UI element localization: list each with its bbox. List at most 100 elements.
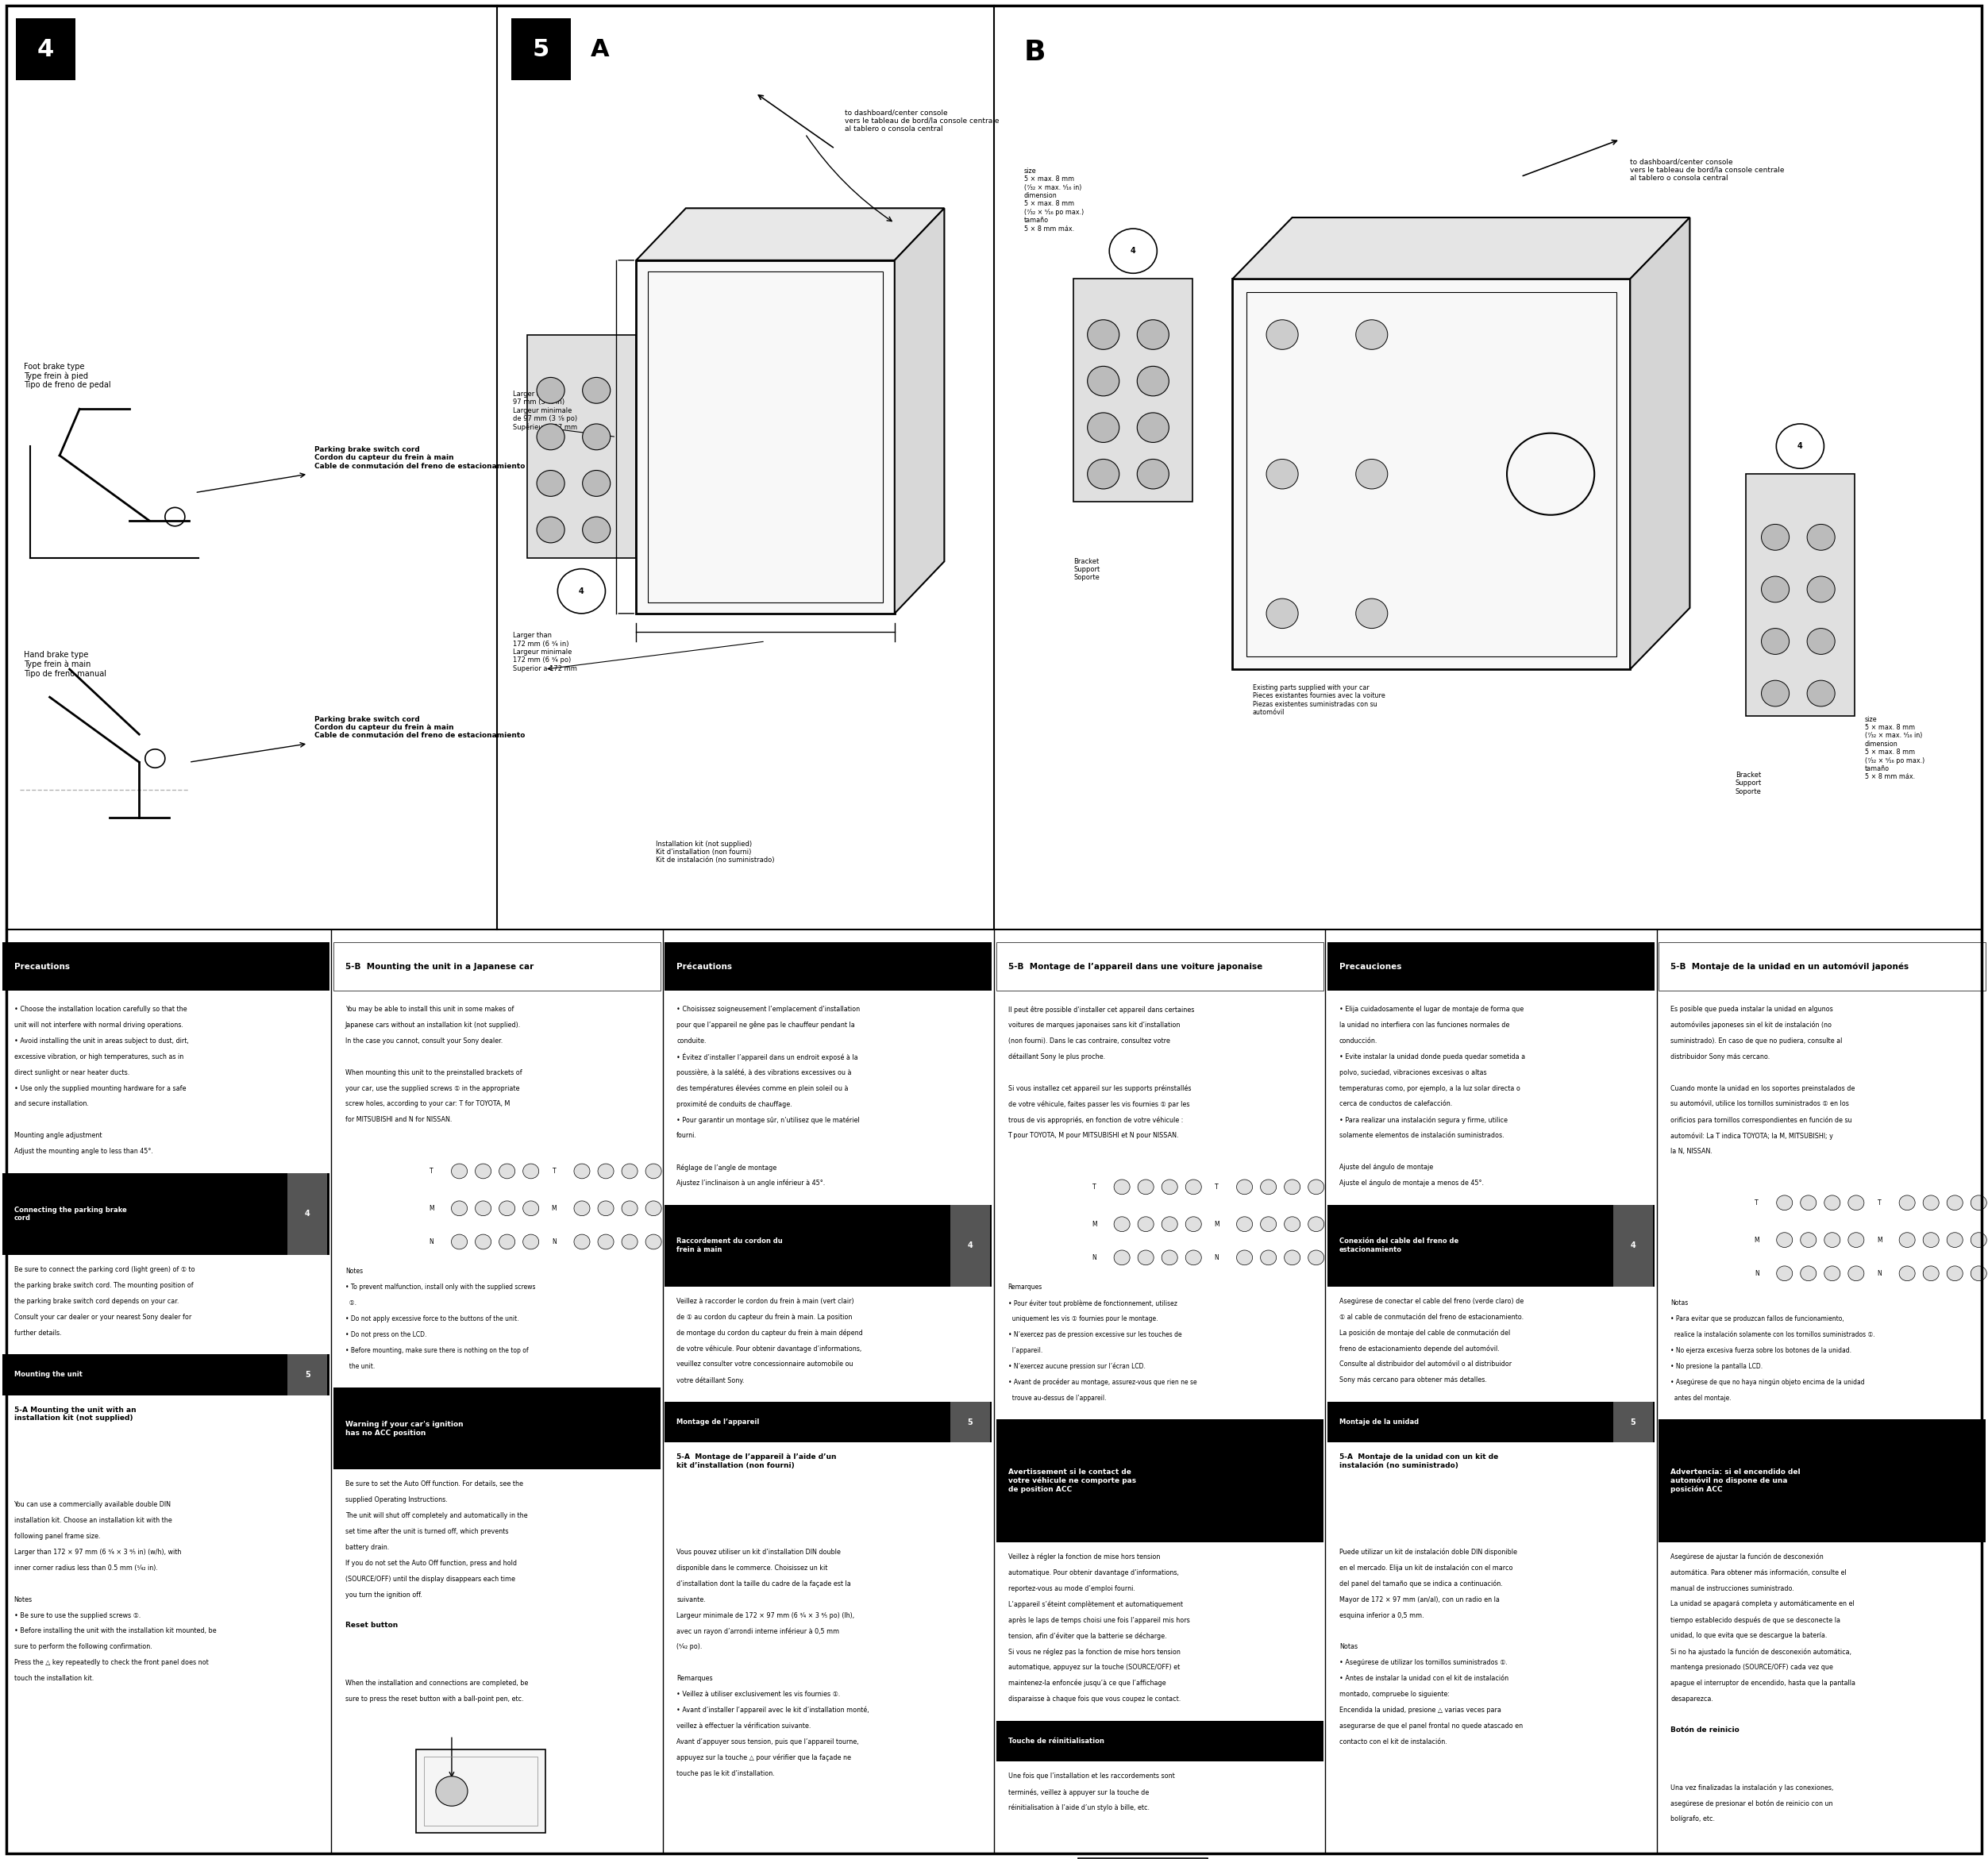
Text: If you do not set the Auto Off function, press and hold: If you do not set the Auto Off function,… — [346, 1560, 517, 1567]
Text: 5-B  Montaje de la unidad en un automóvil japonés: 5-B Montaje de la unidad en un automóvil… — [1670, 963, 1908, 970]
Text: supplied Operating Instructions.: supplied Operating Instructions. — [346, 1496, 447, 1504]
Text: 5: 5 — [304, 1370, 310, 1379]
Circle shape — [582, 424, 610, 450]
Text: Installation kit (not supplied)
Kit d’installation (non fourni)
Kit de instalaci: Installation kit (not supplied) Kit d’in… — [656, 840, 775, 864]
Text: de montage du cordon du capteur du frein à main dépend: de montage du cordon du capteur du frein… — [676, 1329, 863, 1337]
Circle shape — [1777, 1195, 1793, 1210]
Text: Asegúrese de ajustar la función de desconexión: Asegúrese de ajustar la función de desco… — [1670, 1554, 1823, 1562]
Bar — [664, 1402, 992, 1443]
Circle shape — [1260, 1180, 1276, 1195]
Text: 4: 4 — [1131, 247, 1135, 255]
Circle shape — [575, 1164, 590, 1179]
Text: après le laps de temps choisi une fois l’appareil mis hors: après le laps de temps choisi une fois l… — [1008, 1617, 1189, 1625]
Circle shape — [646, 1164, 662, 1179]
Circle shape — [1775, 424, 1825, 468]
Text: Puede utilizar un kit de instalación doble DIN disponible: Puede utilizar un kit de instalación dob… — [1340, 1549, 1517, 1556]
Text: la N, NISSAN.: la N, NISSAN. — [1670, 1149, 1712, 1154]
Circle shape — [575, 1234, 590, 1249]
Circle shape — [475, 1164, 491, 1179]
Circle shape — [1137, 1180, 1153, 1195]
Text: distribuidor Sony más cercano.: distribuidor Sony más cercano. — [1670, 1052, 1769, 1060]
Text: voitures de marques japonaises sans kit d’installation: voitures de marques japonaises sans kit … — [1008, 1022, 1179, 1028]
Circle shape — [598, 1234, 614, 1249]
Text: You may be able to install this unit in some makes of: You may be able to install this unit in … — [346, 1006, 515, 1013]
Text: • Before installing the unit with the installation kit mounted, be: • Before installing the unit with the in… — [14, 1628, 217, 1634]
Circle shape — [451, 1164, 467, 1179]
Bar — [1612, 1205, 1652, 1286]
Text: • To prevent malfunction, install only with the supplied screws: • To prevent malfunction, install only w… — [346, 1285, 535, 1290]
Text: trouve au-dessus de l’appareil.: trouve au-dessus de l’appareil. — [1008, 1394, 1105, 1402]
Bar — [288, 1173, 328, 1255]
Text: Réglage de l’angle de montage: Réglage de l’angle de montage — [676, 1164, 777, 1171]
Text: apague el interruptor de encendido, hasta que la pantalla: apague el interruptor de encendido, hast… — [1670, 1681, 1855, 1686]
Text: When mounting this unit to the preinstalled brackets of: When mounting this unit to the preinstal… — [346, 1069, 523, 1076]
Text: • Évitez d’installer l’appareil dans un endroit exposé à la: • Évitez d’installer l’appareil dans un … — [676, 1052, 859, 1061]
Circle shape — [1113, 1180, 1129, 1195]
Text: • Avant d’installer l’appareil avec le kit d’installation monté,: • Avant d’installer l’appareil avec le k… — [676, 1707, 869, 1714]
Text: automóviles japoneses sin el kit de instalación (no: automóviles japoneses sin el kit de inst… — [1670, 1022, 1831, 1030]
Text: Ajuste del ángulo de montaje: Ajuste del ángulo de montaje — [1340, 1164, 1433, 1171]
Bar — [636, 260, 895, 613]
Text: Montaje de la unidad: Montaje de la unidad — [1340, 1418, 1419, 1426]
Text: T: T — [1877, 1199, 1881, 1206]
Text: Existing parts supplied with your car
Pieces existantes fournies avec la voiture: Existing parts supplied with your car Pi… — [1252, 684, 1386, 716]
Text: M: M — [1753, 1236, 1759, 1244]
Text: you turn the ignition off.: you turn the ignition off. — [346, 1591, 421, 1599]
Text: 4: 4 — [968, 1242, 972, 1249]
Text: Connecting the parking brake
cord: Connecting the parking brake cord — [14, 1206, 127, 1221]
Text: • Antes de instalar la unidad con el kit de instalación: • Antes de instalar la unidad con el kit… — [1340, 1675, 1509, 1682]
Bar — [334, 943, 660, 991]
Bar — [423, 1757, 537, 1826]
Text: • Use only the supplied mounting hardware for a safe: • Use only the supplied mounting hardwar… — [14, 1086, 185, 1091]
Text: automática. Para obtener más información, consulte el: automática. Para obtener más información… — [1670, 1569, 1847, 1576]
Text: Larger than
97 mm (3 ⁷⁄₈ in)
Largeur minimale
de 97 mm (3 ⁷⁄₈ po)
Supérieur a 97: Larger than 97 mm (3 ⁷⁄₈ in) Largeur min… — [513, 390, 577, 431]
Text: the parking brake switch cord depends on your car.: the parking brake switch cord depends on… — [14, 1298, 179, 1305]
Circle shape — [1137, 1218, 1153, 1233]
Text: Parking brake switch cord
Cordon du capteur du frein à main
Cable de conmutación: Parking brake switch cord Cordon du capt… — [314, 716, 525, 740]
Circle shape — [1922, 1266, 1938, 1281]
Text: 5-B  Montage de l’appareil dans une voiture japonaise: 5-B Montage de l’appareil dans une voitu… — [1008, 963, 1262, 970]
Circle shape — [1161, 1251, 1177, 1266]
Text: Mayor de 172 × 97 mm (an/al), con un radio en la: Mayor de 172 × 97 mm (an/al), con un rad… — [1340, 1597, 1499, 1602]
Circle shape — [1185, 1218, 1201, 1233]
Text: asegúrese de presionar el botón de reinicio con un: asegúrese de presionar el botón de reini… — [1670, 1800, 1833, 1807]
Text: B: B — [1024, 39, 1046, 65]
Text: desaparezca.: desaparezca. — [1670, 1695, 1714, 1703]
Bar — [288, 1355, 328, 1396]
Circle shape — [1137, 320, 1169, 349]
Text: • Avoid installing the unit in areas subject to dust, dirt,: • Avoid installing the unit in areas sub… — [14, 1037, 189, 1045]
Text: Japanese cars without an installation kit (not supplied).: Japanese cars without an installation ki… — [346, 1022, 521, 1028]
Polygon shape — [1233, 218, 1690, 279]
Text: A: A — [590, 37, 608, 61]
Text: 4: 4 — [1630, 1242, 1636, 1249]
Bar — [996, 943, 1324, 991]
Circle shape — [1825, 1195, 1841, 1210]
Circle shape — [1801, 1195, 1817, 1210]
Text: suministrado). En caso de que no pudiera, consulte al: suministrado). En caso de que no pudiera… — [1670, 1037, 1843, 1045]
Text: to dashboard/center console
vers le tableau de bord/la console centrale
al table: to dashboard/center console vers le tabl… — [845, 110, 1000, 132]
Bar — [664, 943, 992, 991]
Text: Bracket
Support
Soporte: Bracket Support Soporte — [1736, 771, 1761, 796]
Text: disparaisse à chaque fois que vous coupez le contact.: disparaisse à chaque fois que vous coupe… — [1008, 1695, 1181, 1703]
Text: avec un rayon d’arrondi interne inférieur à 0,5 mm: avec un rayon d’arrondi interne inférieu… — [676, 1628, 839, 1636]
Text: conducción.: conducción. — [1340, 1037, 1378, 1045]
Text: size
5 × max. 8 mm
(⁷⁄₃₂ × max. ⁵⁄₁₆ in)
dimension
5 × max. 8 mm
(⁷⁄₃₂ × ⁵⁄₁₆ po: size 5 × max. 8 mm (⁷⁄₃₂ × max. ⁵⁄₁₆ in)… — [1865, 716, 1924, 781]
Text: M: M — [1215, 1221, 1219, 1227]
Text: Larger than
172 mm (6 ³⁄₄ in)
Largeur minimale
172 mm (6 ³⁄₄ po)
Superior a 172 : Larger than 172 mm (6 ³⁄₄ in) Largeur mi… — [513, 632, 577, 673]
Text: Parking brake switch cord
Cordon du capteur du frein à main
Cable de conmutación: Parking brake switch cord Cordon du capt… — [314, 446, 525, 470]
Text: following panel frame size.: following panel frame size. — [14, 1534, 99, 1539]
Text: automóvil: La T indica TOYOTA; la M, MITSUBISHI; y: automóvil: La T indica TOYOTA; la M, MIT… — [1670, 1132, 1833, 1140]
Circle shape — [1849, 1233, 1865, 1247]
Text: Be sure to set the Auto Off function. For details, see the: Be sure to set the Auto Off function. Fo… — [346, 1482, 523, 1487]
Text: sure to perform the following confirmation.: sure to perform the following confirmati… — [14, 1643, 151, 1651]
Text: L’appareil s’éteint complètement et automatiquement: L’appareil s’éteint complètement et auto… — [1008, 1601, 1183, 1608]
Text: Touche de réinitialisation: Touche de réinitialisation — [1008, 1738, 1103, 1744]
Circle shape — [1807, 524, 1835, 550]
Circle shape — [1284, 1218, 1300, 1233]
Text: sure to press the reset button with a ball-point pen, etc.: sure to press the reset button with a ba… — [346, 1695, 523, 1703]
Circle shape — [1946, 1266, 1962, 1281]
Bar — [996, 1420, 1324, 1543]
Circle shape — [1356, 599, 1388, 628]
Text: the parking brake switch cord. The mounting position of: the parking brake switch cord. The mount… — [14, 1283, 193, 1288]
Text: 5: 5 — [533, 37, 549, 61]
